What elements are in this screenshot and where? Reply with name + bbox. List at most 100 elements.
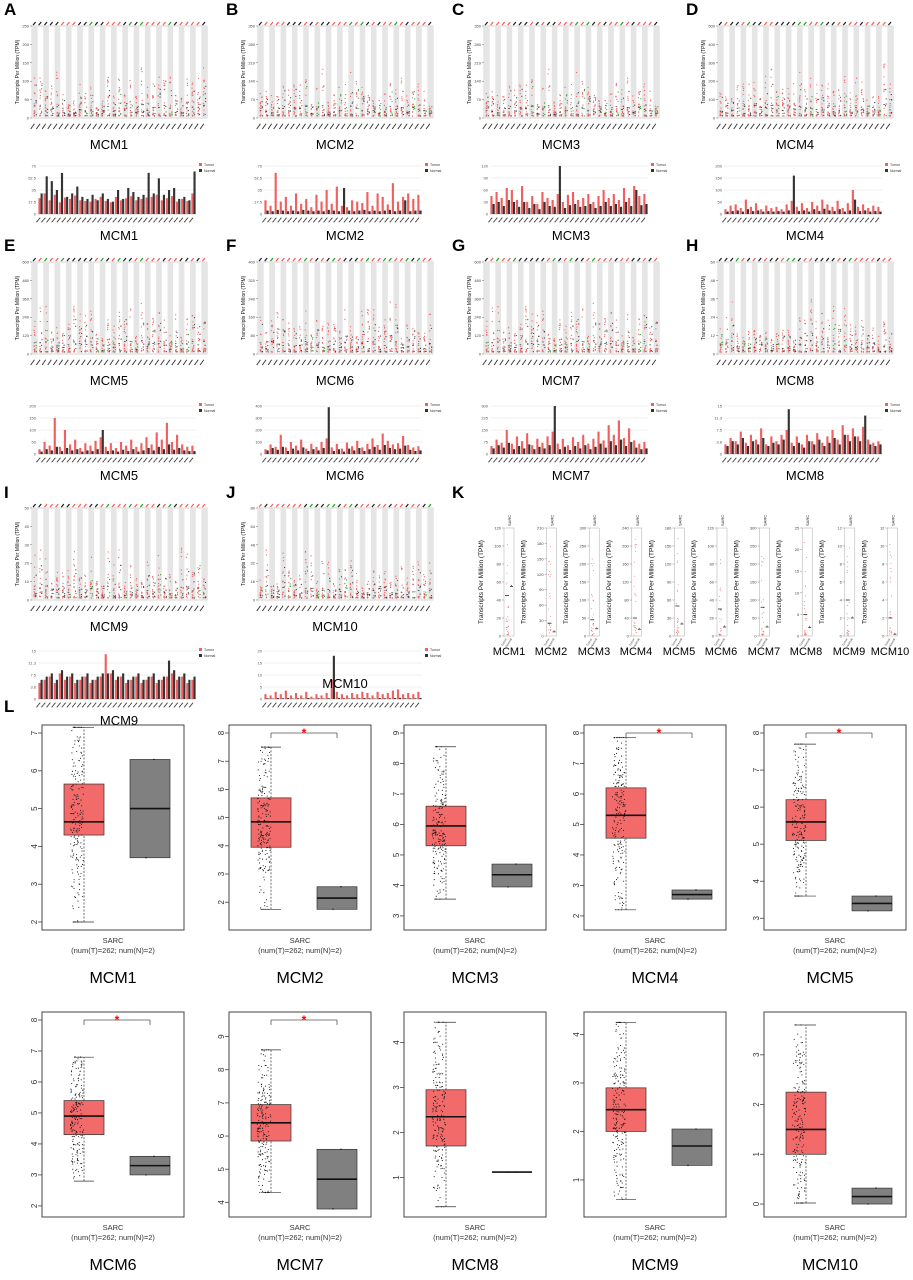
- normal-point: [380, 109, 382, 111]
- tumor-point: [838, 98, 840, 100]
- tumor-point: [344, 309, 346, 311]
- cancer-band: [258, 26, 264, 118]
- normal-point: [357, 108, 359, 110]
- cancer-code-tick: ▬: [880, 20, 886, 26]
- tumor-point: [51, 351, 53, 353]
- cancer-code-tick: ▬: [722, 20, 728, 26]
- normal-point: [396, 105, 399, 107]
- cancer-code-tick: ▬: [183, 20, 189, 26]
- tumor-point: [118, 311, 120, 313]
- tumor-point: [293, 330, 296, 332]
- normal-point: [794, 109, 796, 111]
- normal-point: [419, 338, 421, 340]
- tumor-point: [764, 87, 766, 89]
- tumor-point: [633, 101, 635, 104]
- tumor-point: [508, 115, 510, 117]
- tumor-point: [719, 95, 721, 97]
- tumor-point: [587, 350, 589, 353]
- tumor-point: [305, 322, 307, 324]
- tumor-point: [384, 330, 386, 333]
- tumor-point: [95, 108, 97, 110]
- tumor-point: [598, 350, 600, 352]
- tumor-point: [384, 319, 386, 321]
- cancer-x-tick: ▬▬: [588, 358, 595, 366]
- tumor-point: [598, 100, 600, 103]
- normal-point: [532, 104, 534, 107]
- tumor-point: [174, 318, 177, 320]
- cancer-code-tick: ▬: [875, 20, 881, 26]
- normal-point: [391, 348, 393, 350]
- y-tick-label: 120: [474, 333, 481, 338]
- tumor-point: [316, 112, 319, 114]
- normal-point: [778, 107, 780, 109]
- normal-point: [515, 104, 518, 107]
- normal-point: [86, 106, 88, 108]
- normal-point: [504, 338, 506, 340]
- cancer-x-tick: ▬▬: [266, 122, 273, 130]
- tumor-point: [107, 103, 109, 105]
- tumor-point: [765, 99, 767, 102]
- normal-point: [41, 83, 43, 85]
- tumor-point: [754, 102, 756, 105]
- tumor-point: [519, 113, 521, 115]
- normal-point: [97, 115, 100, 117]
- tumor-point: [101, 347, 103, 349]
- tumor-point: [753, 106, 756, 108]
- tumor-point: [344, 318, 346, 320]
- normal-point: [159, 92, 161, 94]
- normal-point: [340, 100, 343, 102]
- tumor-point: [576, 350, 578, 352]
- normal-point: [839, 96, 842, 98]
- tumor-point: [56, 115, 59, 117]
- tumor-point: [565, 345, 567, 348]
- tumor-point: [389, 349, 391, 351]
- tumor-point: [45, 306, 47, 308]
- tumor-point: [827, 105, 829, 107]
- tumor-point: [339, 344, 341, 346]
- normal-point: [862, 111, 865, 113]
- tumor-point: [322, 89, 324, 91]
- cancer-band: [43, 26, 49, 118]
- tumor-point: [361, 342, 363, 344]
- tumor-point: [90, 105, 92, 107]
- tumor-point: [333, 326, 336, 328]
- tumor-point: [197, 103, 199, 105]
- tumor-point: [776, 91, 778, 93]
- tumor-point: [520, 347, 522, 350]
- tumor-point: [531, 111, 533, 113]
- tumor-point: [725, 115, 727, 117]
- tumor-point: [390, 335, 392, 337]
- tumor-point: [95, 351, 98, 353]
- tumor-point: [163, 112, 165, 115]
- normal-point: [606, 102, 608, 105]
- cancer-code-tick: ▬: [30, 256, 36, 262]
- tumor-point: [355, 112, 357, 114]
- normal-point: [595, 324, 597, 326]
- tumor-point: [270, 113, 273, 115]
- tumor-point: [73, 100, 75, 102]
- tumor-point: [152, 108, 154, 110]
- tumor-point: [423, 350, 426, 352]
- normal-point: [885, 88, 887, 91]
- cancer-band: [551, 262, 558, 354]
- normal-point: [97, 350, 99, 352]
- cancer-x-tick: ▬▬: [418, 358, 425, 366]
- cancer-code-tick: ▬: [200, 20, 206, 26]
- y-tick-label: 240: [22, 315, 29, 320]
- normal-point: [766, 93, 769, 95]
- tumor-point: [883, 89, 885, 91]
- normal-point: [510, 115, 512, 117]
- cancer-code-tick: ▬: [846, 20, 852, 26]
- tumor-point: [197, 77, 200, 80]
- normal-point: [543, 344, 545, 346]
- cancer-x-tick: ▬▬: [622, 358, 629, 366]
- cancer-x-tick: ▬▬: [153, 358, 160, 366]
- tumor-point: [799, 71, 801, 74]
- tumor-point: [765, 114, 767, 116]
- normal-point: [142, 111, 144, 114]
- tumor-point: [417, 344, 419, 347]
- normal-point: [761, 109, 763, 111]
- cancer-x-tick: ▬▬: [760, 122, 767, 130]
- cancer-band: [574, 26, 580, 118]
- cancer-x-tick: ▬▬: [283, 122, 290, 130]
